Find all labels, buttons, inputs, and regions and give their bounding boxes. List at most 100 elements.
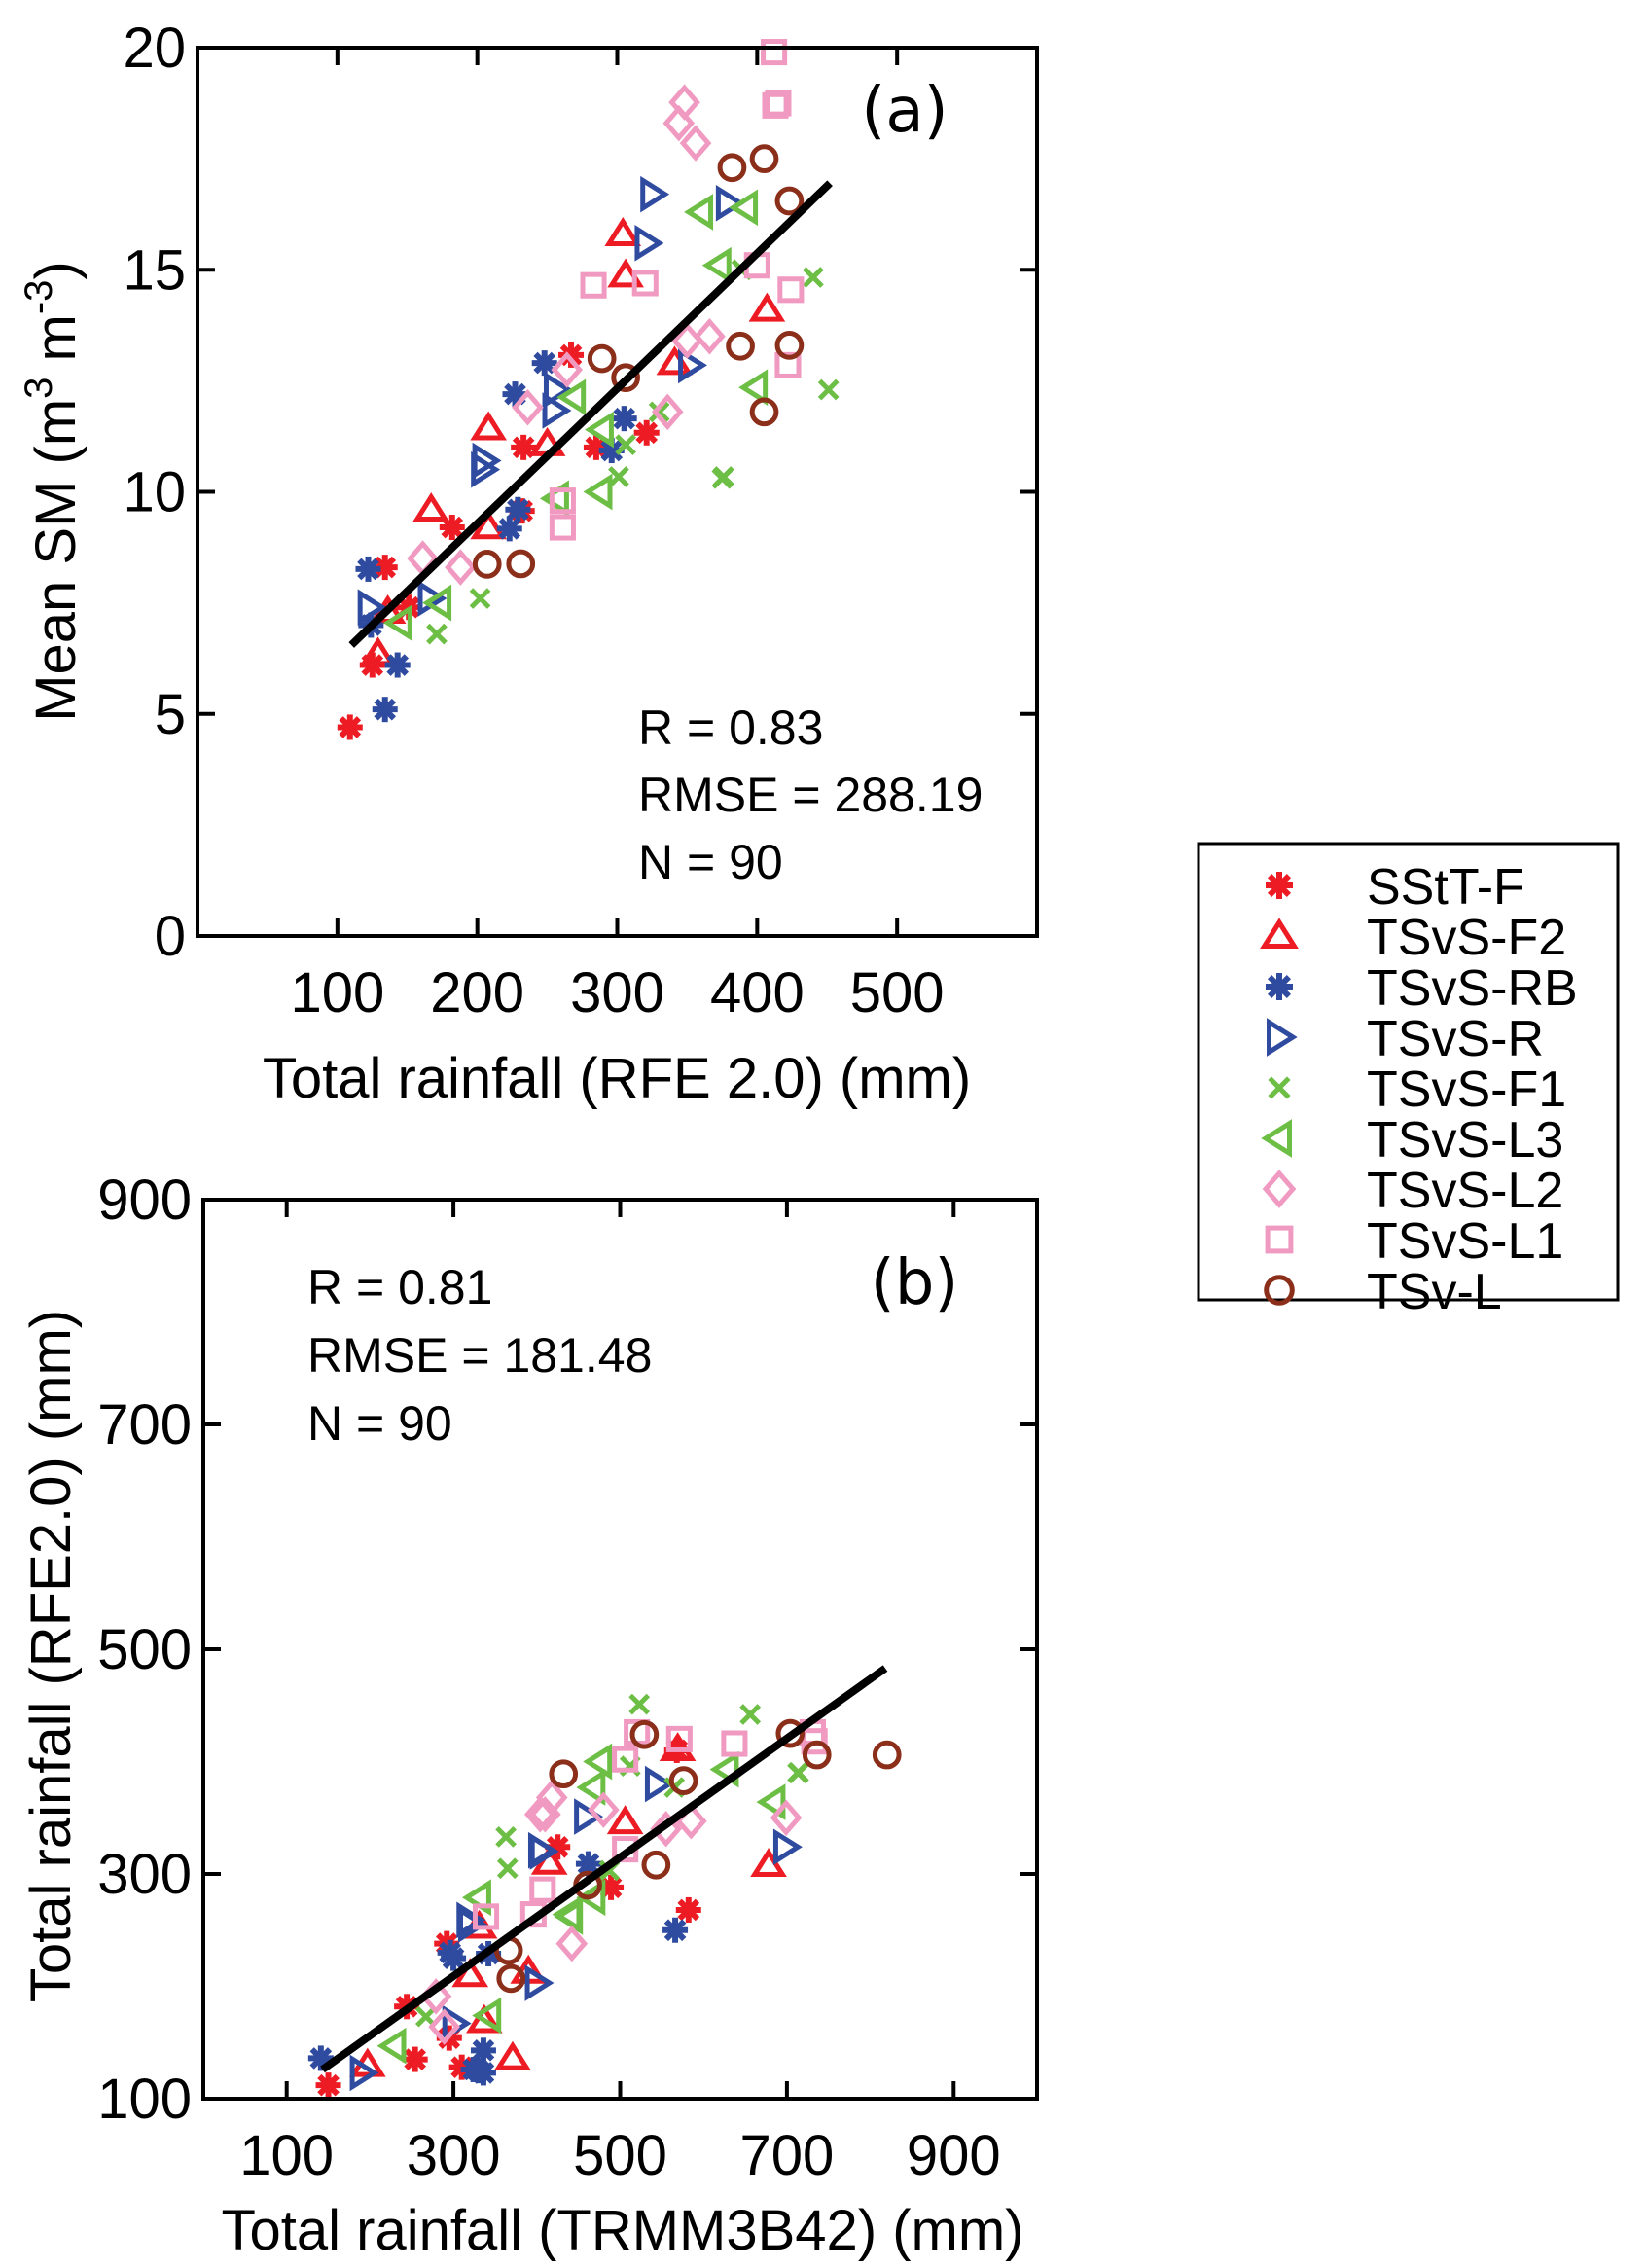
y-tick-label: 10: [123, 461, 186, 524]
data-point: [470, 411, 507, 441]
data-point: [748, 292, 786, 322]
panel-b-fit-line: [320, 1665, 888, 2073]
series-tsvs-rb: [307, 1851, 689, 2086]
data-point: [494, 2040, 531, 2070]
data-point: [665, 1725, 693, 1752]
data-point: [529, 1876, 556, 1903]
y-tick-label: 20: [123, 17, 186, 80]
panel-b-stat-r: R = 0.81: [307, 1260, 492, 1314]
x-tick-label: 500: [850, 961, 945, 1025]
data-point: [633, 419, 660, 446]
data-point: [524, 1964, 555, 2001]
legend-item: TSv-L: [1264, 1264, 1502, 1320]
panel-a-stat-n: N = 90: [638, 835, 783, 889]
data-point: [549, 1759, 579, 1789]
data-point: [376, 2027, 407, 2065]
data-point: [465, 2003, 503, 2034]
data-point: [802, 267, 824, 288]
legend-marker-icon: [1264, 1275, 1295, 1306]
legend-label: TSvS-R: [1367, 1011, 1544, 1067]
series-sstt-f: [337, 342, 660, 740]
data-point: [641, 1850, 671, 1880]
data-point: [774, 351, 802, 378]
data-point: [470, 2037, 496, 2064]
legend-label: TSvS-F2: [1367, 910, 1566, 966]
data-point: [496, 1963, 526, 1994]
data-point: [775, 1718, 806, 1748]
legend-label: SStT-F: [1367, 859, 1524, 916]
data-point: [640, 175, 670, 213]
panel-b-stat-rmse: RMSE = 181.48: [307, 1328, 652, 1383]
data-point: [872, 1740, 902, 1770]
data-point: [472, 1903, 500, 1930]
legend-box: [1197, 842, 1620, 1302]
data-point: [774, 331, 805, 360]
data-point: [611, 406, 637, 432]
x-tick-label: 400: [710, 961, 805, 1025]
legend-marker-icon: [1268, 1076, 1291, 1099]
data-point: [634, 225, 664, 262]
data-point: [678, 346, 707, 384]
legend-item: TSvS-L3: [1261, 1112, 1563, 1169]
data-point: [788, 1762, 809, 1783]
panel-a-stat-r: R = 0.83: [638, 701, 823, 755]
x-tick-label: 500: [573, 2124, 667, 2187]
legend-marker-icon: [1266, 872, 1293, 899]
legend-marker-icon: [1267, 1018, 1298, 1057]
data-point: [604, 217, 642, 246]
data-point: [729, 189, 759, 227]
panel-a-markers: [337, 39, 840, 740]
panel-b-x-tick-labels: 100 300 500 700 900: [239, 2124, 1000, 2187]
data-point: [529, 1833, 559, 1870]
x-tick-label: 100: [290, 961, 384, 1025]
y-tick-label: 500: [97, 1618, 192, 1681]
legend-item: TSvS-F1: [1268, 1062, 1566, 1118]
panel-b-y-tick-labels: 100 300 500 700 900: [97, 1169, 192, 2131]
data-point: [576, 1769, 606, 1806]
legend-marker-icon: [1260, 918, 1299, 949]
data-point: [357, 589, 387, 627]
panel-b-ticks: [203, 1198, 1037, 2101]
data-point: [583, 1743, 613, 1781]
data-point: [551, 351, 584, 388]
data-point: [701, 246, 732, 284]
data-point: [472, 442, 502, 480]
panel-a-stat-rmse: RMSE = 288.19: [638, 768, 983, 822]
panel-a-y-tick-labels: 0 5 10 15 20: [123, 17, 186, 968]
series-sstt-f: [315, 1737, 701, 2099]
panel-a-ticks: [197, 46, 1037, 938]
data-point: [428, 2008, 460, 2045]
panel-a-x-axis-label: Total rainfall (RFE 2.0) (mm): [263, 1047, 971, 1110]
series-tsv-l: [493, 1718, 902, 1994]
panel-a-fit-line: [348, 180, 833, 648]
panel-b-stat-n: N = 90: [307, 1396, 452, 1451]
data-point: [372, 697, 398, 723]
data-point: [774, 186, 805, 216]
data-point: [772, 1828, 803, 1866]
data-point: [535, 1779, 568, 1817]
data-point: [495, 1826, 517, 1848]
series-tsvs-f1: [426, 259, 840, 645]
panel-b-markers: [307, 1693, 902, 2099]
series-tsvs-r: [357, 175, 745, 627]
data-point: [583, 473, 613, 511]
data-point: [457, 1906, 487, 1943]
panel-a: 100 200 300 400 500 0 5 10 15 20 Total rainfall …: [18, 17, 1039, 1110]
data-point: [644, 1765, 674, 1803]
x-tick-label: 900: [907, 2124, 1001, 2187]
x-tick-label: 300: [407, 2124, 501, 2187]
legend-item: SStT-F: [1266, 859, 1524, 916]
data-point: [765, 90, 792, 117]
data-point: [721, 1730, 748, 1757]
data-point: [761, 39, 788, 66]
data-point: [384, 652, 411, 678]
y-tick-label: 5: [155, 683, 186, 746]
data-point: [472, 550, 502, 579]
data-point: [359, 636, 397, 666]
series-tsvs-l3: [376, 1743, 786, 2065]
data-point: [651, 393, 684, 431]
data-point: [554, 1898, 584, 1935]
panel-a-y-axis-label: Mean SM (m3 m-3): [18, 261, 88, 722]
legend-marker-icon: [1261, 1119, 1292, 1158]
